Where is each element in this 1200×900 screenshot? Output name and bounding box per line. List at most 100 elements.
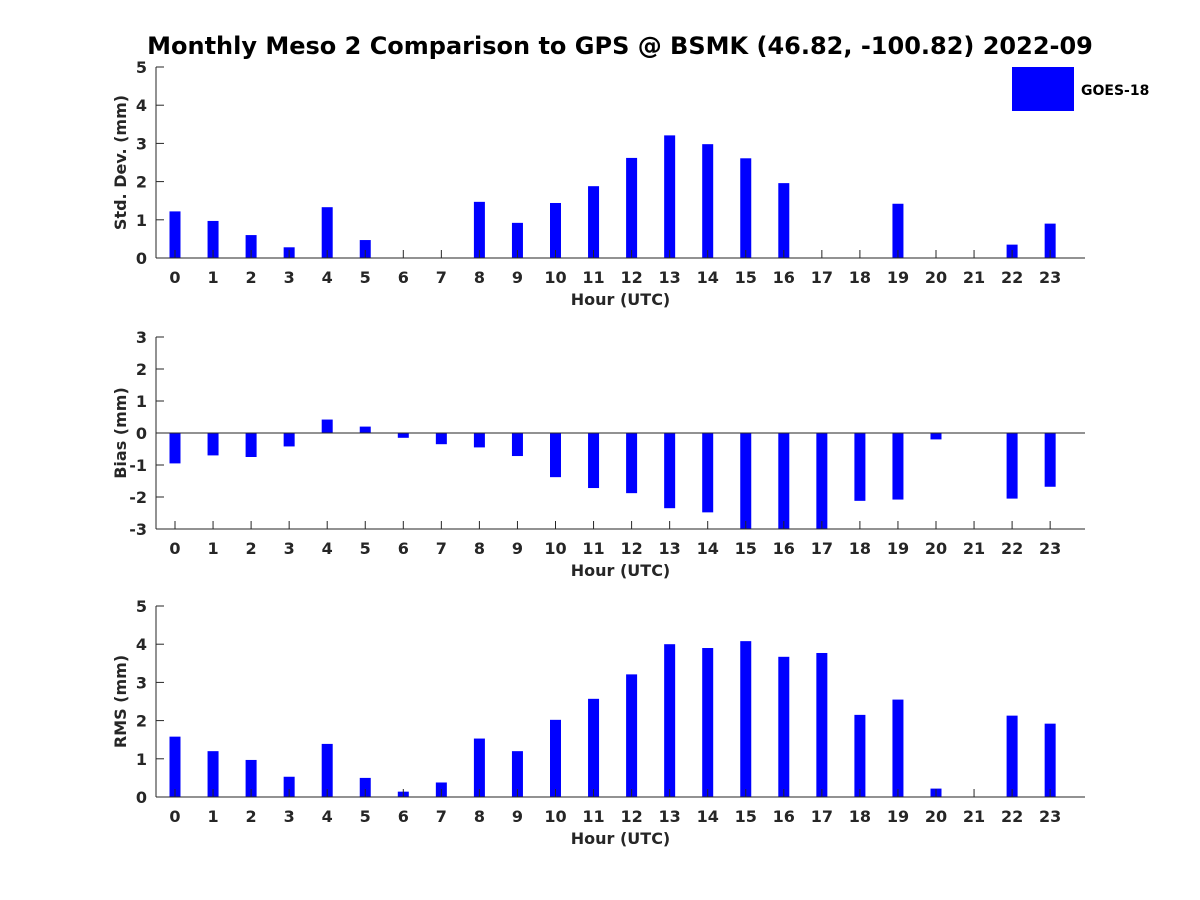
bias-bar-hour-19 xyxy=(892,433,904,500)
std-dev-y-axis-label: Std. Dev. (mm) xyxy=(111,95,130,230)
rms-bar-hour-18 xyxy=(854,714,866,797)
bias-bar-hour-8 xyxy=(473,433,485,448)
rms-x-tick-label: 18 xyxy=(849,807,871,826)
bias-x-tick-label: 16 xyxy=(773,539,795,558)
legend-label-goes-18: GOES-18 xyxy=(1081,83,1149,99)
std-dev-x-tick-label: 16 xyxy=(773,268,795,287)
rms-x-tick-label: 16 xyxy=(773,807,795,826)
rms-x-tick-label: 15 xyxy=(735,807,757,826)
rms-bar-hour-17 xyxy=(816,652,828,797)
bias-bar-hour-6 xyxy=(397,433,409,438)
std-dev-y-tick-label: 2 xyxy=(136,173,147,192)
rms-bar-hour-14 xyxy=(702,648,714,797)
bias-bar-hour-10 xyxy=(550,433,561,478)
bias-y-axis-label: Bias (mm) xyxy=(111,387,130,479)
bias-y-tick-label: 0 xyxy=(136,424,147,443)
rms-x-tick-label: 9 xyxy=(512,807,523,826)
rms-bar-hour-3 xyxy=(283,776,295,797)
std-dev-x-tick-label: 5 xyxy=(360,268,371,287)
rms-x-axis-label: Hour (UTC) xyxy=(571,829,671,848)
std-dev-bar-hour-23 xyxy=(1044,223,1056,258)
rms-x-tick-label: 23 xyxy=(1039,807,1061,826)
std-dev-x-tick-label: 3 xyxy=(284,268,295,287)
rms-x-tick-label: 3 xyxy=(284,807,295,826)
bias-bar-hour-3 xyxy=(283,433,295,447)
rms-x-tick-label: 1 xyxy=(207,807,218,826)
bias-bar-hour-15 xyxy=(740,433,752,529)
rms-bar-hour-22 xyxy=(1006,715,1018,797)
std-dev-x-tick-label: 4 xyxy=(322,268,333,287)
bias-bar-hour-18 xyxy=(854,433,866,501)
rms-x-tick-label: 22 xyxy=(1001,807,1023,826)
bias-x-axis-label: Hour (UTC) xyxy=(571,561,671,580)
std-dev-bar-hour-16 xyxy=(778,183,790,258)
std-dev-x-tick-label: 10 xyxy=(544,268,566,287)
legend-swatch-goes-18 xyxy=(1012,67,1074,111)
rms-y-tick-label: 2 xyxy=(136,712,147,731)
bias-x-tick-label: 7 xyxy=(436,539,447,558)
bias-bar-hour-11 xyxy=(588,433,600,489)
std-dev-bar-hour-2 xyxy=(245,235,257,258)
bias-x-tick-label: 1 xyxy=(207,539,218,558)
bias-x-tick-label: 8 xyxy=(474,539,485,558)
rms-x-tick-label: 12 xyxy=(620,807,642,826)
rms-x-tick-label: 21 xyxy=(963,807,985,826)
legend: GOES-18 xyxy=(1012,67,1149,111)
bias-y-tick-label: -2 xyxy=(129,488,147,507)
rms-bar-hour-15 xyxy=(740,641,752,797)
bias-y-tick-label: 1 xyxy=(136,392,147,411)
bias-x-tick-label: 21 xyxy=(963,539,985,558)
bias-x-tick-label: 9 xyxy=(512,539,523,558)
rms-x-tick-label: 20 xyxy=(925,807,947,826)
bias-x-tick-label: 2 xyxy=(246,539,257,558)
bias-x-tick-label: 19 xyxy=(887,539,909,558)
bias-bar-hour-12 xyxy=(626,433,638,494)
std-dev-x-tick-label: 1 xyxy=(207,268,218,287)
std-dev-bar-hour-4 xyxy=(321,207,333,258)
rms-bar-hour-23 xyxy=(1044,723,1056,797)
std-dev-x-tick-label: 9 xyxy=(512,268,523,287)
rms-bar-hour-4 xyxy=(321,743,333,797)
rms-x-tick-label: 17 xyxy=(811,807,833,826)
bias-y-tick-label: 3 xyxy=(136,328,147,347)
std-dev-y-tick-label: 1 xyxy=(136,211,147,230)
bias-x-tick-label: 15 xyxy=(735,539,757,558)
bias-x-tick-label: 0 xyxy=(169,539,180,558)
rms-x-tick-label: 8 xyxy=(474,807,485,826)
bias-bar-hour-14 xyxy=(702,433,714,513)
bias-x-tick-label: 11 xyxy=(582,539,604,558)
rms-x-tick-label: 13 xyxy=(659,807,681,826)
rms-x-tick-label: 2 xyxy=(246,807,257,826)
std-dev-x-tick-label: 20 xyxy=(925,268,947,287)
bias-y-tick-label: 2 xyxy=(136,360,147,379)
bias-bar-hour-20 xyxy=(930,433,942,440)
std-dev-x-tick-label: 21 xyxy=(963,268,985,287)
std-dev-y-tick-label: 4 xyxy=(136,96,147,115)
rms-x-tick-label: 19 xyxy=(887,807,909,826)
rms-bar-hour-11 xyxy=(588,698,600,797)
std-dev-x-tick-label: 6 xyxy=(398,268,409,287)
bias-bar-hour-4 xyxy=(321,419,333,433)
std-dev-x-tick-label: 14 xyxy=(697,268,719,287)
bias-x-tick-label: 6 xyxy=(398,539,409,558)
bias-bar-hour-9 xyxy=(511,433,523,457)
bias-bar-hour-13 xyxy=(664,433,676,509)
bias-x-tick-label: 12 xyxy=(620,539,642,558)
rms-x-tick-label: 5 xyxy=(360,807,371,826)
rms-bar-hour-12 xyxy=(626,674,638,797)
bias-x-tick-label: 18 xyxy=(849,539,871,558)
std-dev-bar-hour-9 xyxy=(511,222,523,258)
rms-bar-hour-9 xyxy=(511,751,523,797)
std-dev-y-tick-label: 5 xyxy=(136,58,147,77)
std-dev-bar-hour-1 xyxy=(207,220,219,258)
std-dev-x-tick-label: 0 xyxy=(169,268,180,287)
std-dev-x-tick-label: 2 xyxy=(246,268,257,287)
std-dev-bar-hour-15 xyxy=(740,158,752,258)
bias-x-tick-label: 20 xyxy=(925,539,947,558)
std-dev-x-tick-label: 11 xyxy=(582,268,604,287)
std-dev-bar-hour-13 xyxy=(664,135,676,258)
bias-bar-hour-16 xyxy=(778,433,790,529)
bias-bar-hour-0 xyxy=(169,433,181,464)
